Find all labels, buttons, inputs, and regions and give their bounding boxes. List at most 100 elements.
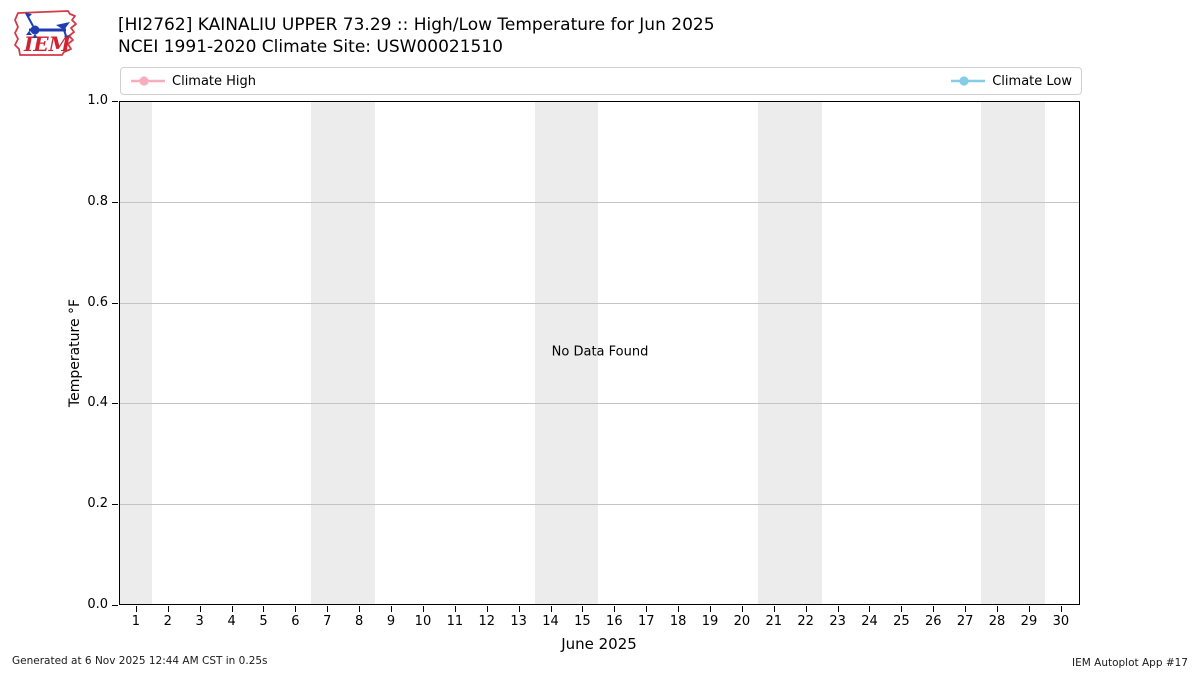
climate-high-marker-icon (131, 76, 165, 86)
x-tick-mark (518, 606, 520, 612)
x-tick-mark (933, 606, 935, 612)
legend-entry-climate-low: Climate Low (951, 74, 1072, 89)
x-tick-label: 10 (414, 614, 432, 629)
x-tick-label: 7 (323, 614, 332, 629)
y-gridline (120, 403, 1079, 405)
x-tick-label: 17 (637, 614, 655, 629)
x-tick-mark (869, 606, 871, 612)
x-tick-label: 18 (669, 614, 687, 629)
x-tick-mark (965, 606, 967, 612)
x-tick-mark (231, 606, 233, 612)
chart-title-block: [HI2762] KAINALIU UPPER 73.29 :: High/Lo… (118, 14, 715, 58)
x-tick-label: 9 (386, 614, 396, 629)
x-tick-mark (359, 606, 361, 612)
logo-text: IEM (23, 32, 72, 56)
x-tick-mark (1060, 606, 1062, 612)
climate-low-marker-icon (951, 76, 986, 86)
y-tick-label: 1.0 (87, 93, 108, 108)
x-tick-label: 12 (478, 614, 496, 629)
x-tick-mark (167, 606, 169, 612)
weekend-band (311, 102, 376, 604)
x-tick-mark (327, 606, 329, 612)
x-tick-label: 11 (446, 614, 464, 629)
x-tick-label: 23 (829, 614, 846, 629)
x-tick-label: 4 (227, 614, 236, 629)
x-tick-label: 5 (259, 614, 268, 629)
y-axis-label: Temperature °F (67, 298, 83, 408)
x-tick-label: 19 (701, 614, 719, 629)
weekend-band (757, 102, 822, 604)
x-tick-mark (773, 606, 775, 612)
legend-entry-climate-high: Climate High (131, 74, 256, 89)
x-tick-mark (837, 606, 839, 612)
y-tick-label: 0.0 (87, 597, 108, 612)
x-tick-label: 16 (606, 614, 623, 629)
weather-vane-icon (25, 12, 70, 40)
x-tick-label: 27 (956, 614, 974, 629)
x-tick-label: 22 (797, 614, 814, 629)
x-tick-label: 13 (510, 614, 527, 629)
x-tick-mark (199, 606, 201, 612)
x-tick-label: 6 (291, 614, 300, 629)
x-tick-mark (454, 606, 456, 612)
weekend-band (120, 102, 152, 604)
y-tick-mark (112, 201, 118, 203)
x-tick-label: 26 (925, 614, 942, 629)
x-axis-label: June 2025 (561, 635, 637, 653)
x-tick-mark (741, 606, 743, 612)
legend: Climate High Climate Low (120, 67, 1082, 95)
y-tick-mark (112, 101, 118, 102)
x-tick-mark (582, 606, 584, 612)
weekend-band (981, 102, 1045, 604)
y-tick-label: 0.8 (87, 193, 108, 209)
x-tick-label: 29 (1020, 614, 1038, 629)
x-tick-label: 20 (733, 614, 751, 629)
y-tick-mark (112, 605, 118, 606)
x-tick-label: 21 (765, 614, 783, 629)
x-tick-label: 8 (355, 614, 364, 629)
x-tick-label: 3 (195, 614, 204, 629)
x-tick-mark (710, 606, 712, 612)
x-tick-mark (263, 606, 265, 612)
x-tick-label: 2 (163, 614, 172, 629)
x-tick-label: 30 (1052, 614, 1070, 629)
weekend-band (534, 102, 599, 604)
x-tick-label: 25 (893, 614, 910, 629)
x-tick-label: 24 (861, 614, 878, 629)
y-tick-label: 0.4 (87, 395, 108, 411)
x-tick-label: 1 (131, 614, 141, 629)
x-tick-mark (422, 606, 424, 612)
x-tick-mark (646, 606, 648, 612)
x-tick-mark (486, 606, 488, 612)
plot-border (119, 101, 1080, 605)
x-tick-label: 15 (574, 614, 591, 629)
x-tick-mark (135, 606, 137, 612)
app-credit: IEM Autoplot App #17 (1072, 657, 1188, 669)
no-data-message: No Data Found (551, 344, 649, 360)
x-tick-mark (295, 606, 297, 612)
x-tick-mark (1028, 606, 1030, 612)
x-tick-mark (997, 606, 999, 612)
x-tick-label: 14 (542, 614, 559, 629)
legend-label-climate-low: Climate Low (992, 73, 1072, 89)
y-gridline (120, 201, 1079, 203)
y-tick-mark (112, 403, 118, 405)
y-gridline (120, 504, 1079, 506)
generated-timestamp: Generated at 6 Nov 2025 12:44 AM CST in … (12, 655, 268, 667)
chart-subtitle: NCEI 1991-2020 Climate Site: USW00021510 (118, 37, 503, 57)
y-tick-mark (112, 504, 118, 506)
x-tick-mark (678, 606, 680, 612)
x-tick-mark (805, 606, 807, 612)
x-tick-mark (614, 606, 616, 612)
x-tick-label: 28 (988, 614, 1006, 629)
y-gridline (120, 302, 1079, 304)
iem-logo: IEM (14, 10, 77, 56)
y-tick-label: 0.6 (87, 294, 108, 310)
chart-title: [HI2762] KAINALIU UPPER 73.29 :: High/Lo… (118, 15, 715, 35)
x-tick-mark (550, 606, 552, 612)
y-tick-mark (112, 302, 118, 304)
x-tick-mark (901, 606, 903, 612)
x-tick-mark (391, 606, 393, 612)
legend-label-climate-high: Climate High (172, 73, 257, 89)
